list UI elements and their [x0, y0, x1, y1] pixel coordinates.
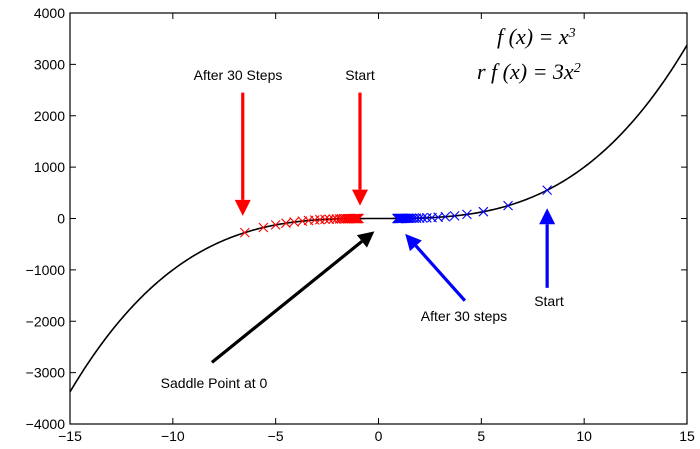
annotation-label: Start — [534, 293, 564, 309]
red-step-marker — [289, 217, 300, 227]
red-step-marker — [354, 213, 364, 224]
x-tick-label: −10 — [161, 428, 185, 444]
blue-step-marker — [542, 185, 553, 196]
y-tick-label: 1000 — [34, 159, 65, 175]
blue-step-marker — [397, 213, 407, 224]
y-tick-label: 4000 — [34, 5, 65, 21]
cubic-curve — [69, 44, 688, 393]
equation-fx: f (x) = x3 — [497, 24, 576, 49]
x-tick-label: −15 — [58, 428, 82, 444]
red-step-marker — [349, 213, 360, 224]
red-step-marker — [239, 227, 250, 238]
y-tick-label: 3000 — [34, 56, 65, 72]
x-tick-label: −5 — [268, 428, 284, 444]
x-axis: −15 −10 −5 0 5 10 15 — [58, 13, 695, 444]
y-tick-label: −1000 — [26, 262, 66, 278]
plot-frame — [69, 12, 688, 425]
blue-step-marker — [449, 211, 460, 221]
annotation-label: After 30 steps — [421, 308, 507, 324]
annotation-arrow — [539, 208, 556, 288]
annotation-arrow — [351, 92, 368, 206]
red-step-marker — [281, 218, 291, 229]
red-step-marker — [258, 222, 269, 233]
y-tick-label: 0 — [57, 211, 65, 227]
y-tick-label: −2000 — [26, 313, 66, 329]
annotation-arrow — [405, 233, 467, 302]
red-step-marker — [350, 213, 360, 224]
y-tick-label: −4000 — [26, 416, 66, 432]
annotation-labels: After 30 Steps Start Saddle Point at 0 Afte… — [161, 67, 564, 391]
annotation-arrow — [210, 231, 375, 364]
red-step-marker — [320, 214, 330, 225]
x-tick-label: 15 — [679, 428, 695, 444]
blue-step-marker — [478, 206, 489, 217]
blue-step-marker — [462, 209, 472, 220]
annotation-label: After 30 Steps — [194, 67, 283, 83]
y-axis: −4000 −3000 −2000 −1000 0 1000 2000 3000 4000 — [26, 5, 687, 432]
blue-step-marker — [421, 212, 432, 223]
annotation-arrows — [210, 92, 556, 364]
y-tick-label: −3000 — [26, 365, 66, 381]
x-tick-label: 10 — [576, 428, 592, 444]
blue-step-marker — [503, 200, 513, 211]
y-tick-label: 2000 — [34, 108, 65, 124]
markers — [239, 185, 553, 238]
x-tick-label: 5 — [477, 428, 485, 444]
equation-gradient: r f (x) = 3x2 — [477, 59, 581, 84]
annotation-label: Saddle Point at 0 — [161, 375, 268, 391]
annotation-label: Start — [345, 67, 375, 83]
red-step-marker — [324, 214, 335, 225]
red-step-marker — [270, 220, 281, 230]
blue-step-marker — [392, 213, 402, 224]
annotation-arrow — [234, 92, 251, 216]
x-tick-label: 0 — [375, 428, 383, 444]
